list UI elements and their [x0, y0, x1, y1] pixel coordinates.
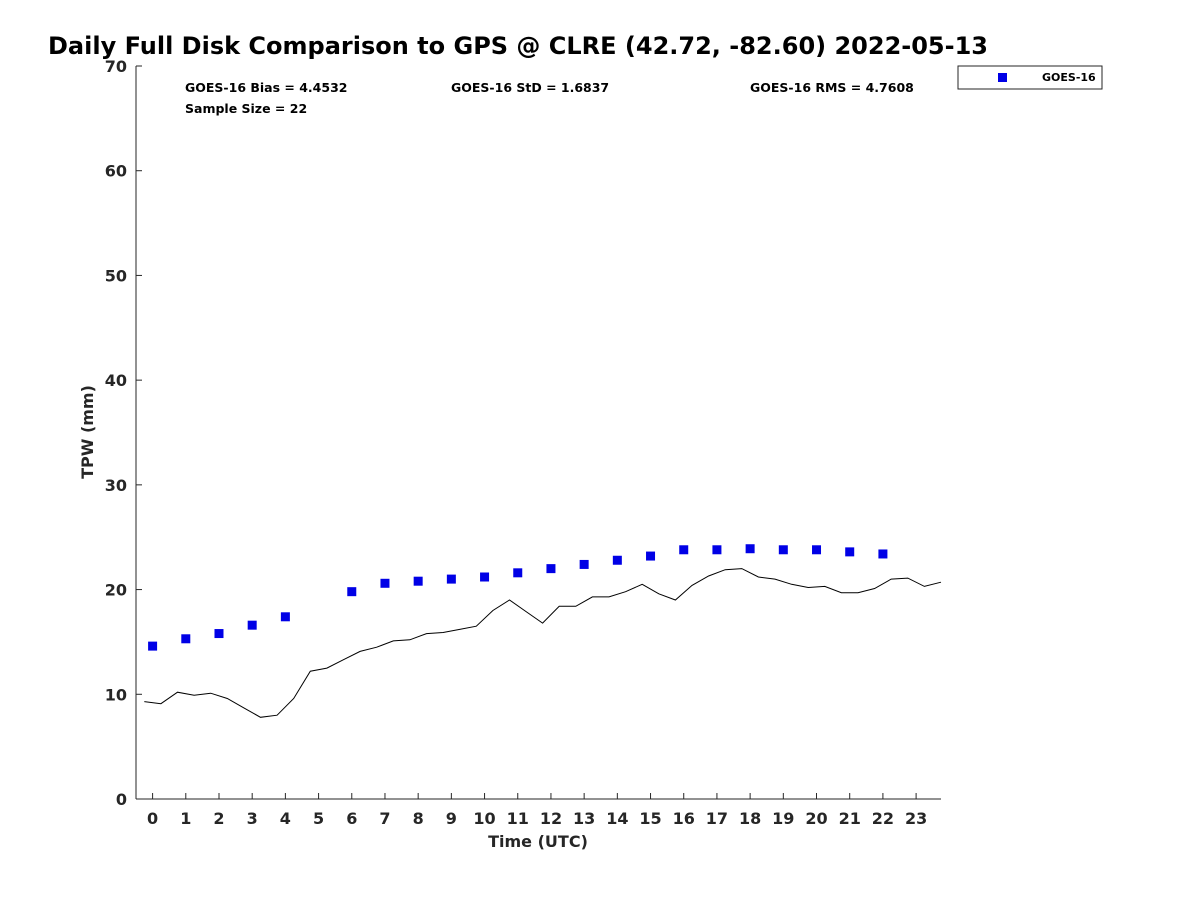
x-tick-label: 3	[247, 809, 258, 828]
goes16-data-point	[845, 547, 855, 557]
y-tick-label: 50	[105, 266, 127, 285]
goes16-data-point	[280, 612, 290, 622]
x-axis-ticks: 0 1 2 3 4 5 6 7 8 9 10 11 12 13 14 15 16 17 18 19 20 21 22 23	[147, 793, 927, 828]
x-tick-label: 8	[413, 809, 424, 828]
y-tick-label: 40	[105, 371, 127, 390]
goes16-data-point	[579, 559, 589, 569]
y-axis-ticks: 0 10 20 30 40 50 60 70	[105, 57, 142, 809]
goes16-data-point	[380, 578, 390, 588]
x-tick-label: 6	[346, 809, 357, 828]
goes16-data-point	[214, 629, 224, 639]
x-tick-label: 5	[313, 809, 324, 828]
x-axis-label: Time (UTC)	[488, 832, 588, 851]
goes16-data-point	[513, 568, 523, 578]
y-tick-label: 0	[116, 790, 127, 809]
x-tick-label: 0	[147, 809, 158, 828]
x-tick-label: 23	[905, 809, 927, 828]
tpw-line-series	[144, 568, 942, 718]
goes16-data-point	[181, 634, 191, 644]
x-tick-label: 20	[805, 809, 827, 828]
x-tick-label: 16	[673, 809, 695, 828]
y-tick-label: 70	[105, 57, 127, 76]
chart-title: Daily Full Disk Comparison to GPS @ CLRE…	[48, 32, 988, 60]
y-tick-label: 10	[105, 685, 127, 704]
goes16-data-point	[247, 620, 257, 630]
stat-bias: GOES-16 Bias = 4.4532	[185, 80, 347, 95]
stat-sample-size: Sample Size = 22	[185, 101, 307, 116]
stat-rms: GOES-16 RMS = 4.7608	[750, 80, 914, 95]
x-tick-label: 2	[213, 809, 224, 828]
x-tick-label: 15	[639, 809, 661, 828]
goes16-data-point	[646, 551, 656, 561]
x-tick-label: 4	[280, 809, 291, 828]
goes16-data-point	[413, 576, 423, 586]
goes16-data-point	[446, 574, 456, 584]
legend: GOES-16	[957, 65, 1103, 90]
goes16-data-point	[812, 545, 822, 555]
x-tick-label: 19	[772, 809, 794, 828]
goes16-data-point	[480, 572, 490, 582]
goes16-data-point	[347, 587, 357, 597]
legend-marker-icon	[998, 73, 1007, 82]
goes16-data-point	[712, 545, 722, 555]
y-tick-label: 60	[105, 162, 127, 181]
x-tick-label: 12	[540, 809, 562, 828]
x-tick-label: 10	[473, 809, 495, 828]
x-tick-label: 17	[706, 809, 728, 828]
x-tick-label: 11	[507, 809, 529, 828]
y-axis-label: TPW (mm)	[78, 385, 97, 479]
goes16-data-point	[745, 544, 755, 554]
goes16-data-point	[148, 641, 158, 651]
x-tick-label: 18	[739, 809, 761, 828]
plot-area	[136, 66, 941, 799]
x-tick-label: 7	[379, 809, 390, 828]
goes16-data-point	[546, 564, 556, 574]
x-tick-label: 21	[839, 809, 861, 828]
x-tick-label: 9	[446, 809, 457, 828]
x-tick-label: 14	[606, 809, 628, 828]
tpw-series-line	[144, 568, 942, 718]
stat-std: GOES-16 StD = 1.6837	[451, 80, 609, 95]
x-tick-label: 22	[872, 809, 894, 828]
goes16-marker-series	[148, 544, 888, 651]
goes16-data-point	[679, 545, 689, 555]
y-tick-label: 20	[105, 581, 127, 600]
legend-label-goes16: GOES-16	[1042, 71, 1096, 84]
goes16-data-point	[878, 549, 888, 559]
x-tick-label: 1	[180, 809, 191, 828]
y-tick-label: 30	[105, 476, 127, 495]
goes16-data-point	[778, 545, 788, 555]
goes16-data-point	[612, 555, 622, 565]
legend-box	[957, 65, 1103, 90]
x-tick-label: 13	[573, 809, 595, 828]
